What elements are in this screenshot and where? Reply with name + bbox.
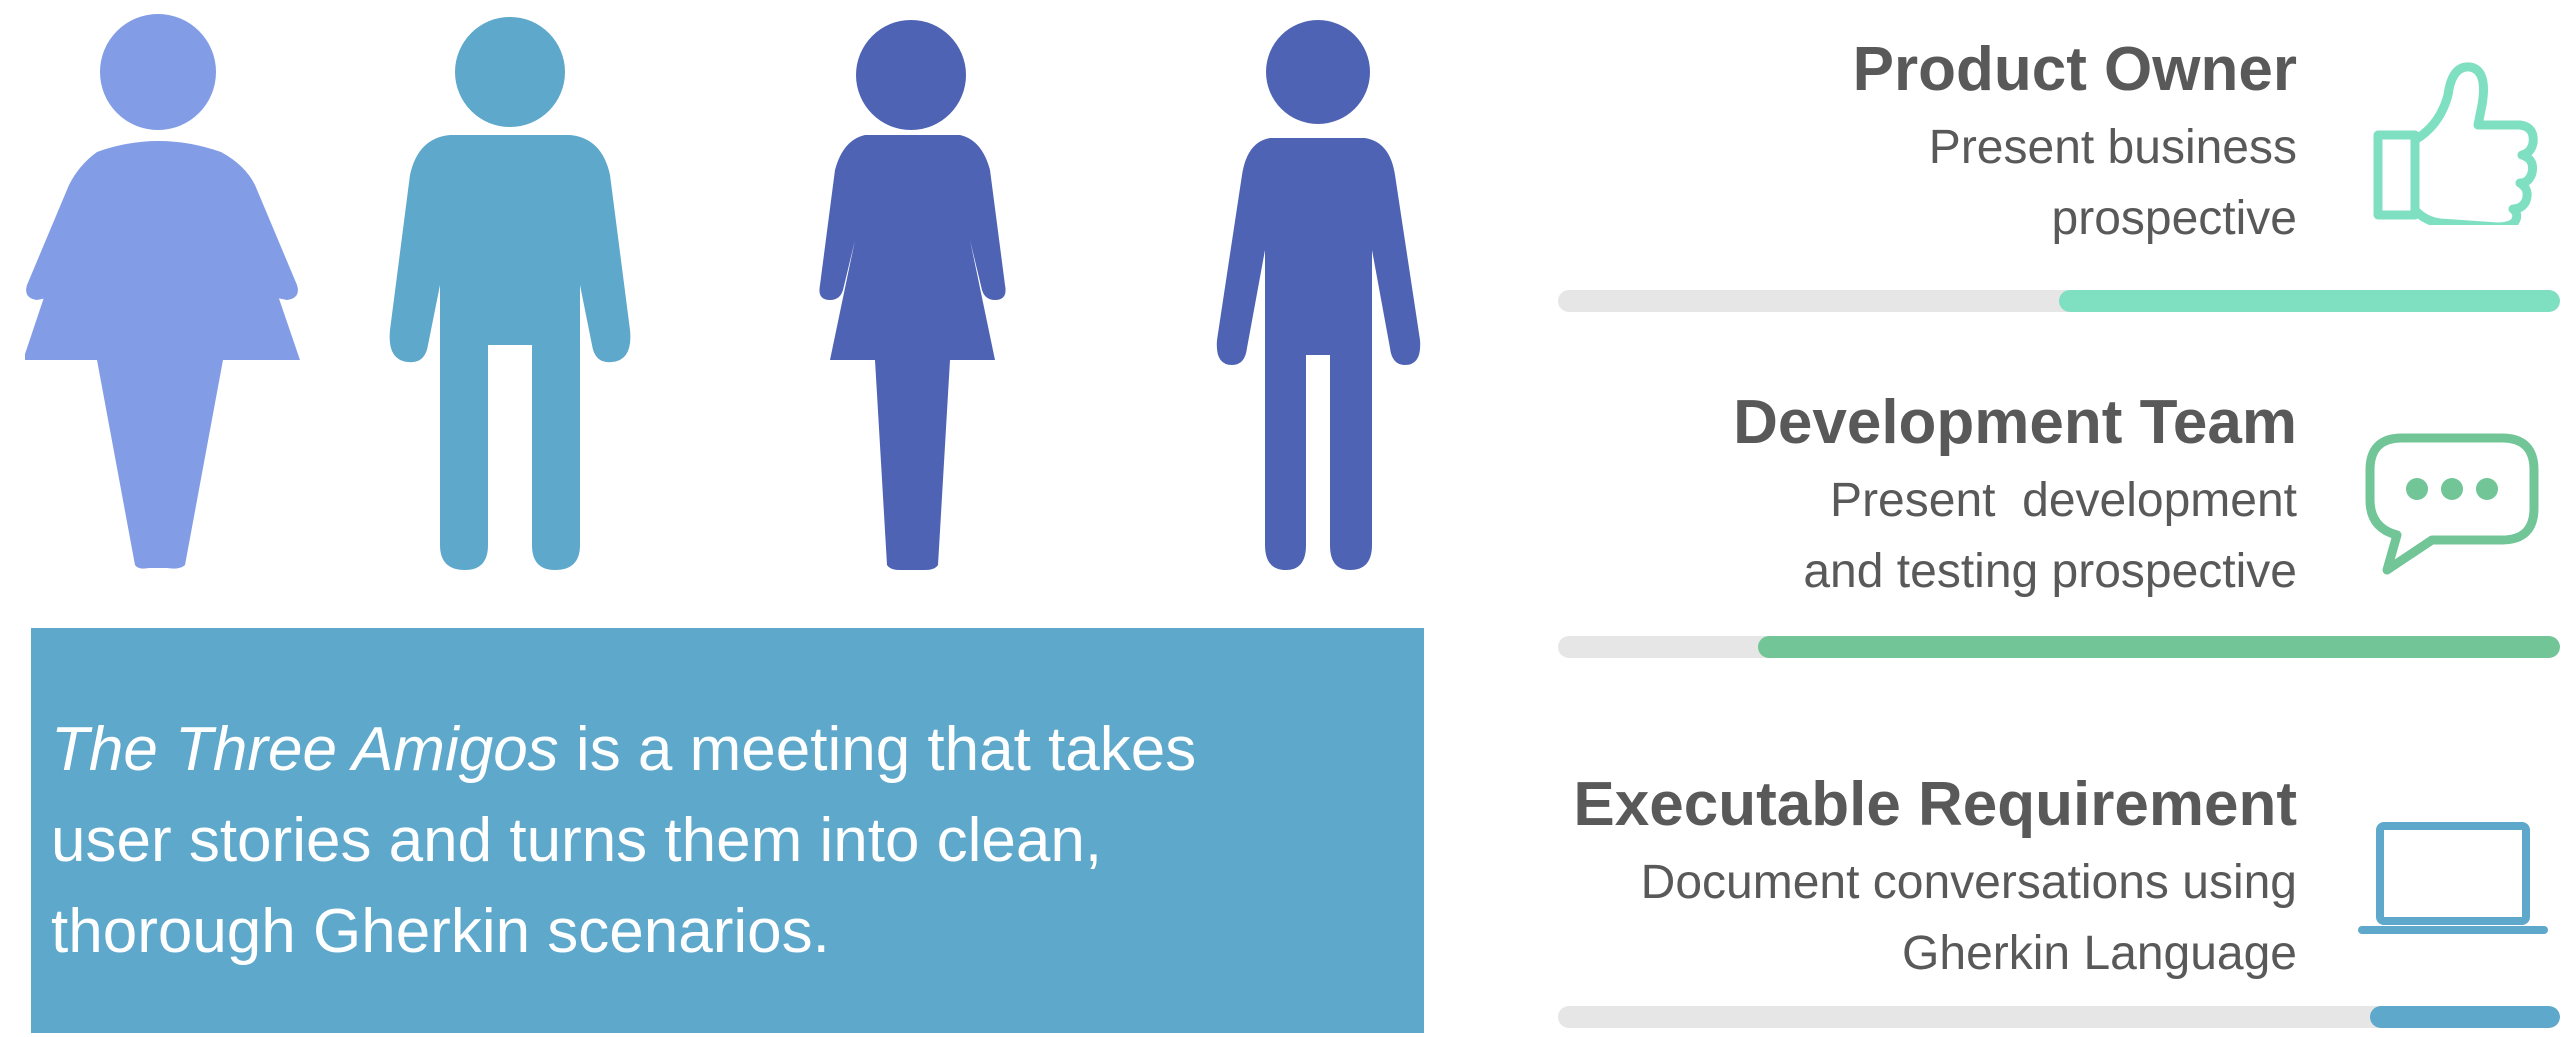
role-description-line-1: Present development bbox=[1830, 474, 2297, 527]
role-description-line-1: Document conversations using bbox=[1640, 856, 2297, 909]
description-line-1-rest: is a meeting that takes bbox=[558, 715, 1197, 784]
progress-bar-executable-requirement bbox=[1558, 1006, 2560, 1028]
thumbs-up-icon bbox=[2373, 62, 2538, 225]
role-description-line-2: and testing prospective bbox=[1803, 545, 2297, 598]
three-amigos-emphasis: The Three Amigos bbox=[51, 715, 559, 784]
description-line-2: user stories and turns them into clean, bbox=[51, 806, 1103, 875]
woman-figure-icon bbox=[25, 14, 300, 569]
progress-fill bbox=[2369, 1006, 2560, 1028]
man-figure-icon bbox=[389, 17, 631, 570]
role-description-line-2: prospective bbox=[2051, 192, 2297, 245]
man-figure-icon bbox=[1216, 20, 1421, 570]
progress-bar-development-team bbox=[1558, 636, 2560, 658]
role-title: Product Owner bbox=[1852, 35, 2297, 104]
people-figures bbox=[0, 0, 1460, 600]
role-product-owner: Product Owner Present business prospecti… bbox=[1853, 30, 2297, 254]
role-title: Development Team bbox=[1733, 388, 2297, 457]
chat-bubble-icon bbox=[2365, 433, 2539, 575]
role-title: Executable Requirement bbox=[1573, 770, 2297, 839]
role-description-line-2: Gherkin Language bbox=[1902, 927, 2297, 980]
laptop-icon bbox=[2358, 822, 2548, 934]
three-amigos-description: The Three Amigos is a meeting that takes… bbox=[31, 628, 1424, 1033]
progress-bar-product-owner bbox=[1558, 290, 2560, 312]
head bbox=[100, 14, 216, 130]
role-development-team: Development Team Present development and… bbox=[1733, 383, 2297, 607]
woman-figure-icon bbox=[819, 20, 1006, 570]
progress-fill bbox=[1758, 636, 2560, 658]
description-line-1: The Three Amigos is a meeting that takes bbox=[51, 704, 1404, 795]
role-executable-requirement: Executable Requirement Document conversa… bbox=[1573, 765, 2297, 989]
description-line-3: thorough Gherkin scenarios. bbox=[51, 897, 830, 966]
role-description-line-1: Present business bbox=[1928, 121, 2297, 174]
progress-fill bbox=[2059, 290, 2560, 312]
